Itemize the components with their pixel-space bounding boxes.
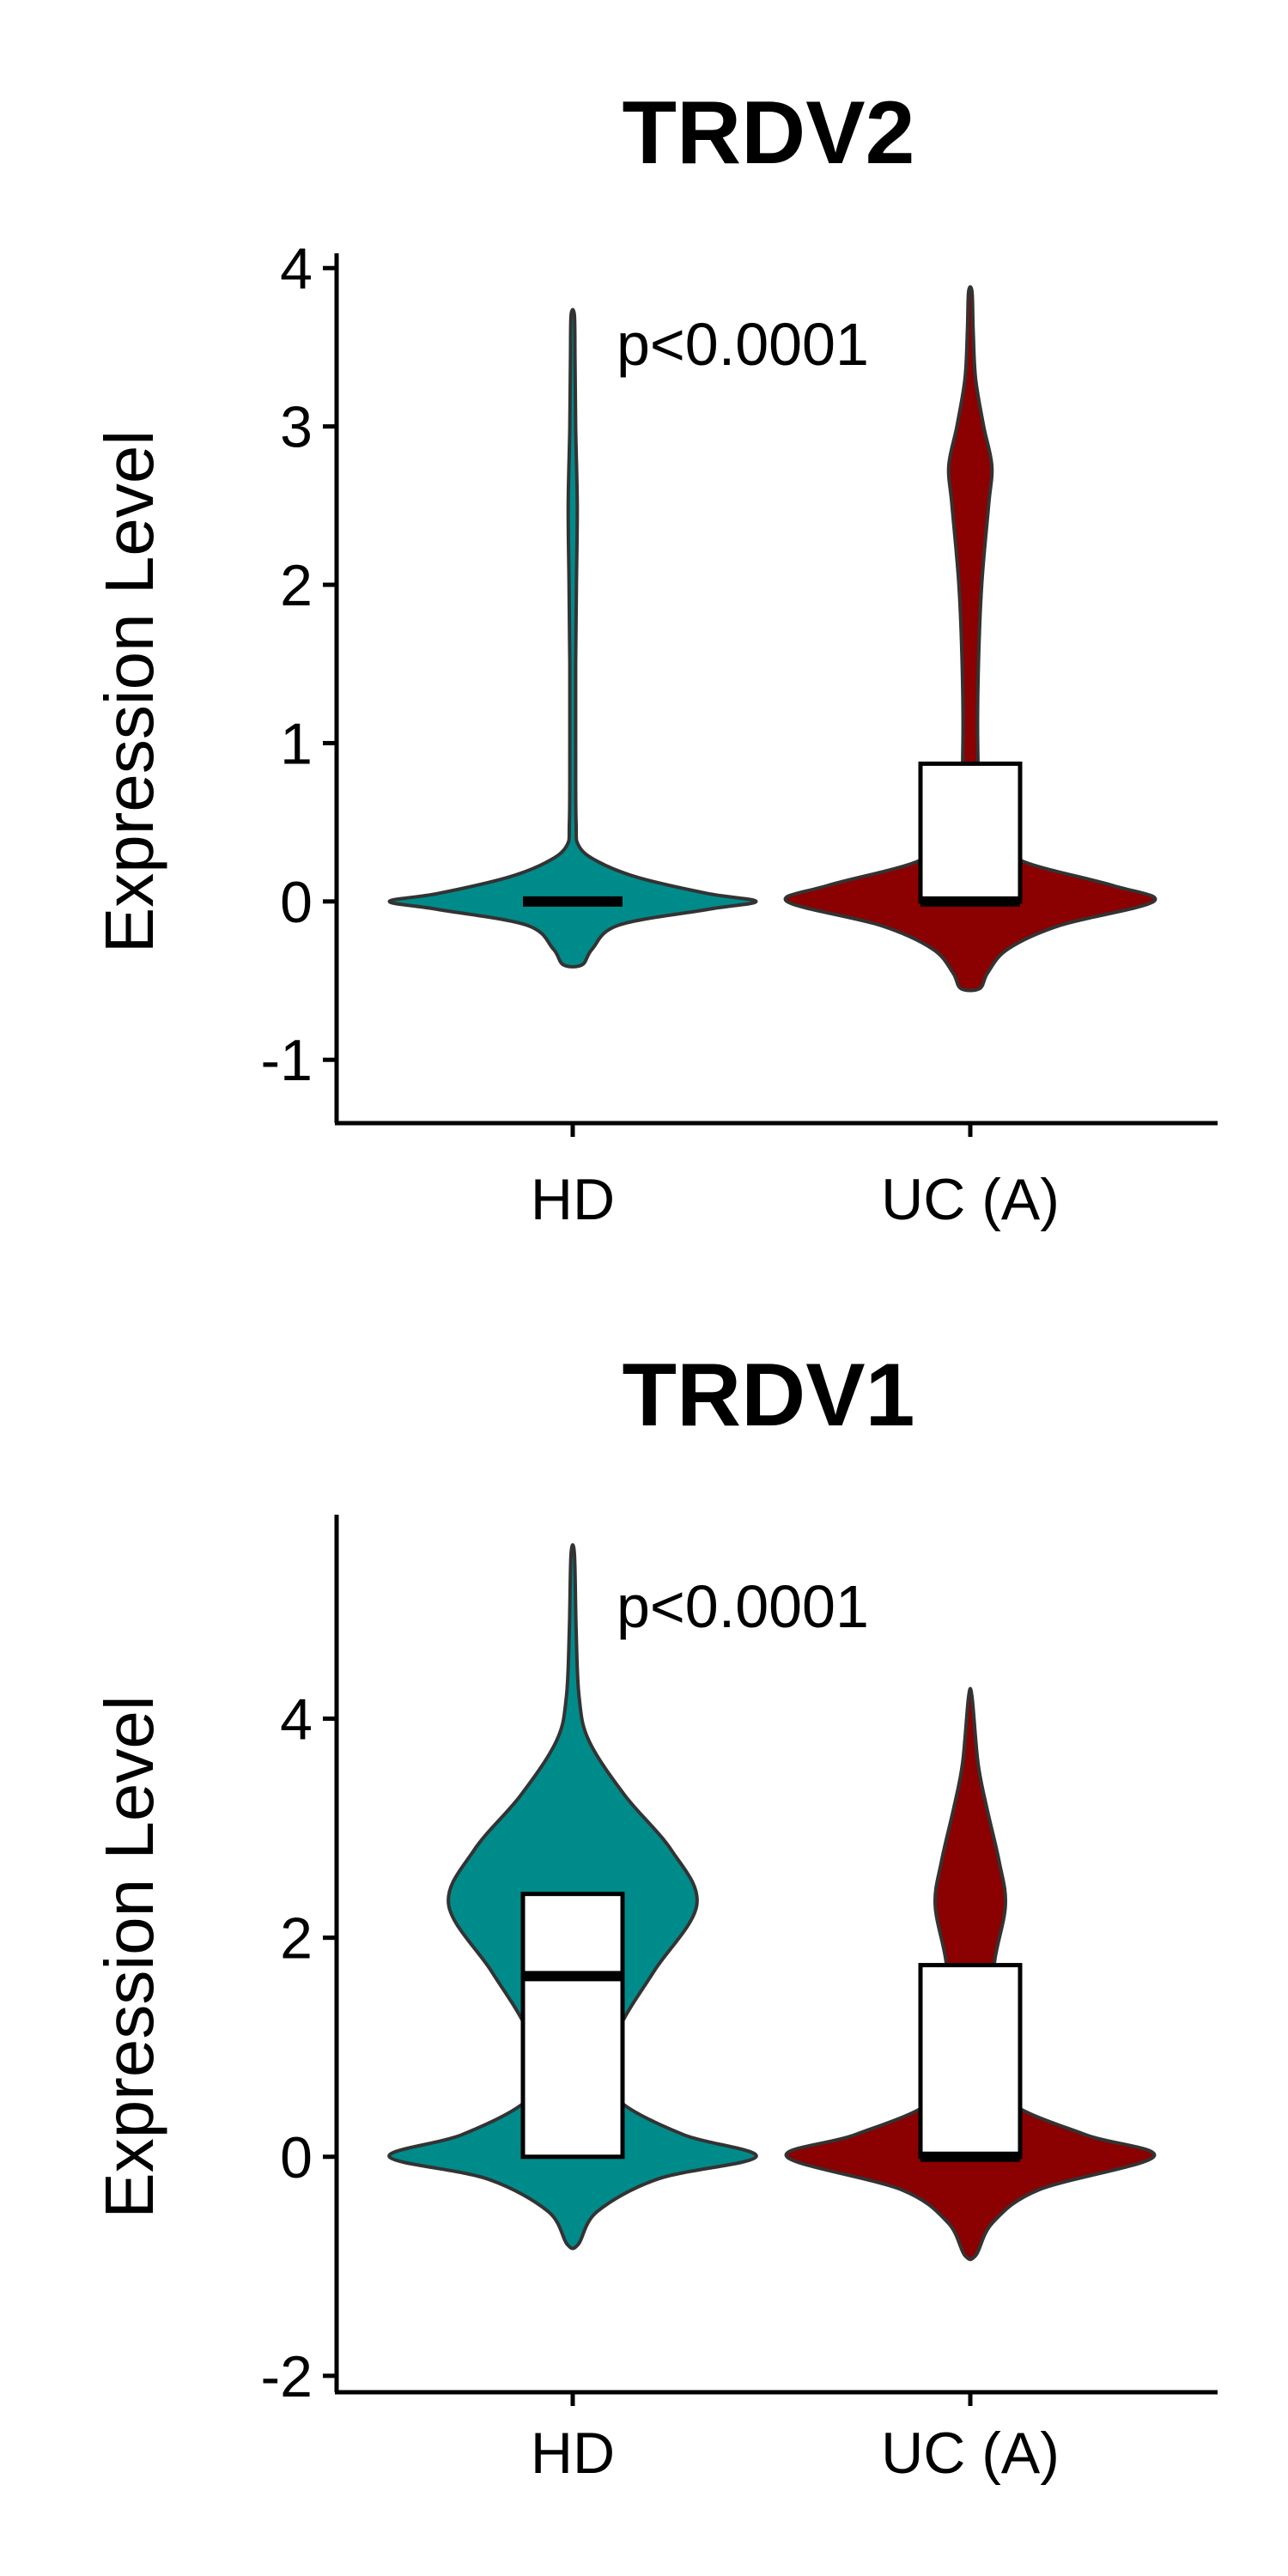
x-tick-label: HD [531, 2421, 615, 2486]
y-axis-label: Expression Level [91, 430, 167, 953]
x-tick-label: UC (A) [881, 1167, 1060, 1232]
violin-panel-trdv1: TRDV1 Expression Level -2 0 2 4 HD UC (A) p<0.00… [91, 1346, 1218, 2486]
violin-hd [387, 307, 758, 969]
y-axis-label: Expression Level [91, 1695, 167, 2218]
violin-uc-a [783, 285, 1157, 993]
violin-panel-trdv2: TRDV2 Expression Level -1 0 1 2 3 4 HD UC (A) p<0.… [91, 83, 1218, 1232]
y-tick-label: 0 [280, 2125, 313, 2190]
p-value-annotation: p<0.0001 [617, 311, 869, 378]
y-tick-label: -2 [261, 2344, 313, 2409]
p-value-annotation: p<0.0001 [617, 1573, 869, 1640]
x-tick-label: HD [531, 1167, 615, 1232]
y-tick-label: 1 [280, 711, 313, 776]
box-iqr [520, 1892, 625, 2160]
x-tick-label: UC (A) [881, 2421, 1060, 2486]
y-tick-label: 2 [280, 553, 313, 618]
y-tick-label: 0 [280, 870, 313, 935]
y-tick-label: 3 [280, 395, 313, 460]
box-iqr [918, 1963, 1023, 2160]
y-tick-label: 4 [280, 236, 313, 301]
chart-title: TRDV1 [623, 1346, 915, 1445]
y-tick-label: 2 [280, 1906, 313, 1971]
y-tick-label: -1 [261, 1028, 313, 1093]
chart-title: TRDV2 [623, 83, 915, 183]
y-tick-label: 4 [280, 1687, 313, 1753]
box-iqr [918, 761, 1023, 904]
